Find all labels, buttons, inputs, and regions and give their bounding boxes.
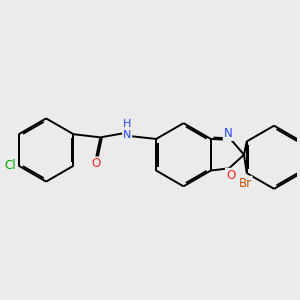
Text: H
N: H N xyxy=(123,119,131,140)
Text: O: O xyxy=(226,169,235,182)
Text: O: O xyxy=(91,158,100,170)
Text: Cl: Cl xyxy=(4,159,16,172)
Text: N: N xyxy=(224,127,233,140)
Text: Br: Br xyxy=(238,177,252,190)
